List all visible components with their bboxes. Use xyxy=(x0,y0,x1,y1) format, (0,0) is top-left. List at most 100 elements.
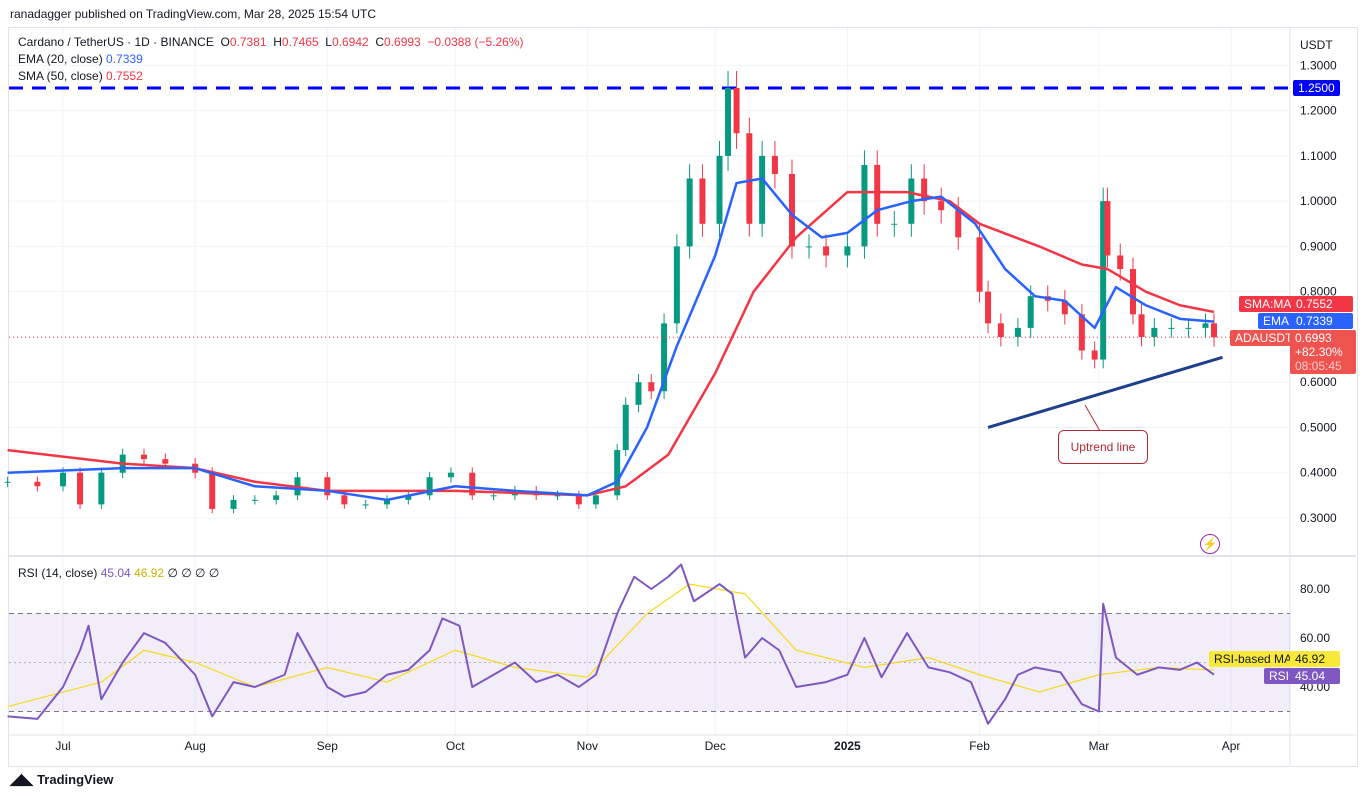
candle-body xyxy=(230,499,237,509)
candle-body xyxy=(1100,201,1107,360)
candle-body xyxy=(1202,323,1209,328)
publish-info: ranadagger published on TradingView.com,… xyxy=(10,7,377,21)
candle-body xyxy=(985,291,992,324)
candle-body xyxy=(34,481,41,487)
low-label: L xyxy=(325,35,332,49)
candle-body xyxy=(746,133,753,224)
candle-body xyxy=(1117,255,1124,270)
candle-body xyxy=(1027,296,1034,328)
price-tick-label: 1.3000 xyxy=(1300,58,1337,72)
rsi-extra-values: ∅ ∅ ∅ ∅ xyxy=(167,566,220,580)
sma50-line xyxy=(7,190,1215,497)
last-change: +82.30% xyxy=(1295,345,1343,359)
last-price-box: 0.6993 +82.30% 08:05:45 xyxy=(1290,330,1356,374)
rsi-tag: RSI xyxy=(1264,668,1295,684)
candle-body xyxy=(1151,327,1158,337)
lightning-icon[interactable]: ⚡ xyxy=(1200,534,1220,554)
candle-body xyxy=(1138,314,1145,337)
ema-value: 0.7339 xyxy=(106,52,143,66)
candle-body xyxy=(77,472,84,505)
candle-body xyxy=(469,472,476,496)
symbol-legend[interactable]: Cardano / TetherUS · 1D · BINANCE O0.738… xyxy=(18,35,523,49)
candle-body xyxy=(614,450,621,496)
candle-body xyxy=(771,155,778,174)
candle-body xyxy=(938,201,945,211)
time-tick-label: Dec xyxy=(705,739,726,753)
candle-body xyxy=(1014,327,1021,337)
level-price-tag: 1.2500 xyxy=(1293,80,1340,96)
uptrend-annotation-text: Uptrend line xyxy=(1070,440,1136,454)
candle-body xyxy=(383,499,390,505)
rsi-line xyxy=(7,563,1215,725)
rsi-ma-line xyxy=(7,583,1215,708)
candle-body xyxy=(490,495,497,497)
candle-body xyxy=(635,382,642,405)
candle-body xyxy=(162,459,169,464)
rsi-label: RSI (14, close) xyxy=(18,566,98,580)
last-price: 0.6993 xyxy=(1295,331,1332,345)
sma-value: 0.7552 xyxy=(106,69,143,83)
candle-body xyxy=(1061,300,1068,315)
open-value: 0.7381 xyxy=(229,35,267,49)
time-tick-label: Nov xyxy=(577,739,598,753)
ema-tag: EMA xyxy=(1258,313,1295,329)
price-tick-label: 0.6000 xyxy=(1300,375,1337,389)
uptrend-annotation[interactable]: Uptrend line xyxy=(1058,430,1148,464)
rsi-ma-axis-value: 46.92 xyxy=(1290,651,1340,667)
candle-body xyxy=(209,472,216,509)
tradingview-logo-icon: ◢◣ xyxy=(10,771,34,788)
time-tick-label: 2025 xyxy=(834,739,861,753)
ema-legend[interactable]: EMA (20, close) 0.7339 xyxy=(18,52,143,66)
open-label: O xyxy=(220,35,230,49)
candle-body xyxy=(1091,350,1098,360)
candle-body xyxy=(661,323,668,392)
candle-body xyxy=(405,495,412,500)
rsi-tick-label: 80.00 xyxy=(1300,582,1330,596)
symbol-title: Cardano / TetherUS · 1D · BINANCE xyxy=(18,35,214,49)
time-tick-label: Sep xyxy=(317,739,339,753)
rsi-legend[interactable]: RSI (14, close) 45.04 46.92 ∅ ∅ ∅ ∅ xyxy=(18,566,219,580)
candle-body xyxy=(699,178,706,224)
candle-body xyxy=(921,178,928,202)
price-tick-label: 0.4000 xyxy=(1300,466,1337,480)
candle-body xyxy=(861,164,868,247)
chart-frame[interactable] xyxy=(8,27,1358,767)
rsi-axis-value: 45.04 xyxy=(1290,668,1340,684)
low-value: 0.6942 xyxy=(331,35,369,49)
price-tick-label: 1.2000 xyxy=(1300,104,1337,118)
rsi-ma-tag: RSI-based MA xyxy=(1209,651,1298,667)
uptrend-line xyxy=(987,355,1223,429)
footer-logo[interactable]: ◢◣ TradingView xyxy=(10,770,113,788)
rsi-value: 45.04 xyxy=(100,566,131,580)
change-value: −0.0388 (−5.26%) xyxy=(427,35,524,49)
time-tick-label: Feb xyxy=(969,739,990,753)
sma-label: SMA (50, close) xyxy=(18,69,103,83)
candle-body xyxy=(1168,327,1175,329)
close-value: 0.6993 xyxy=(384,35,421,49)
candle-body xyxy=(725,88,732,156)
price-tick-label: 0.8000 xyxy=(1300,285,1337,299)
candle-body xyxy=(575,495,582,505)
rsi-ma-value: 46.92 xyxy=(134,566,165,580)
currency-label[interactable]: USDT xyxy=(1300,38,1333,52)
candle-body xyxy=(716,155,723,224)
price-tick-label: 1.0000 xyxy=(1300,194,1337,208)
symbol-tag: ADAUSDT xyxy=(1230,330,1298,346)
candle-body xyxy=(98,472,105,505)
candle-body xyxy=(997,323,1004,337)
candle-body xyxy=(362,504,369,506)
candle-body xyxy=(426,477,433,496)
sma-legend[interactable]: SMA (50, close) 0.7552 xyxy=(18,69,143,83)
time-tick-label: Apr xyxy=(1222,739,1241,753)
candle-body xyxy=(788,173,795,247)
ema20-line xyxy=(7,177,1215,502)
candle-body xyxy=(673,246,680,324)
candle-body xyxy=(733,88,740,134)
bar-countdown: 08:05:45 xyxy=(1295,359,1342,373)
close-label: C xyxy=(375,35,385,49)
candle-body xyxy=(622,404,629,451)
candle-body xyxy=(891,223,898,225)
candle-body xyxy=(844,246,851,256)
high-value: 0.7465 xyxy=(281,35,319,49)
